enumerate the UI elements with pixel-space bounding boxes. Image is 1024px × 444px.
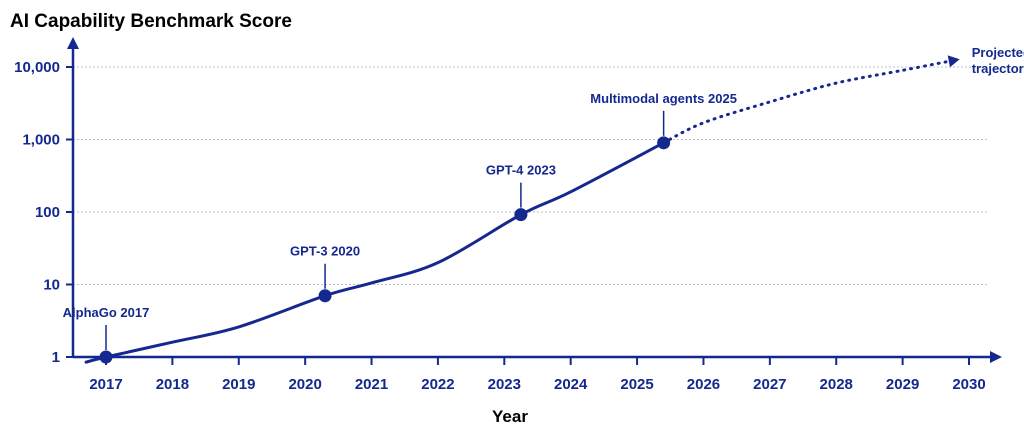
y-tick-label: 1 xyxy=(52,349,60,366)
x-tick-label: 2019 xyxy=(222,376,255,393)
y-tick-label: 100 xyxy=(35,204,60,221)
projected-trajectory-label-line: Projected xyxy=(972,45,1024,60)
annotation-label: AlphaGo 2017 xyxy=(63,305,150,320)
tick-labels: 1 10 100 1,000 10,000 2017 2018 2019 2020 2021 202… xyxy=(14,59,986,393)
x-tick-label: 2026 xyxy=(687,376,720,393)
x-tick-label: 2021 xyxy=(355,376,388,393)
x-tick-label: 2017 xyxy=(89,376,122,393)
annotations: Projectedtrajectory AlphaGo 2017 GPT-3 202… xyxy=(63,45,1024,350)
x-tick-label: 2018 xyxy=(156,376,189,393)
x-tick-label: 2022 xyxy=(421,376,454,393)
x-tick-label: 2027 xyxy=(753,376,786,393)
milestone-point xyxy=(657,136,671,150)
milestone-point xyxy=(318,289,332,303)
milestone-point xyxy=(514,208,528,222)
y-tick-label: 10 xyxy=(43,277,60,294)
data-points xyxy=(99,136,671,364)
projected-trajectory-line xyxy=(662,58,958,145)
y-tick-label: 1,000 xyxy=(22,132,60,149)
y-axis-arrow xyxy=(67,37,79,49)
x-tick-label: 2020 xyxy=(288,376,321,393)
annotation-label: GPT-3 2020 xyxy=(290,244,360,259)
x-tick-label: 2024 xyxy=(554,376,588,393)
y-tick-label: 10,000 xyxy=(14,59,60,76)
x-axis-arrow xyxy=(990,351,1002,363)
trajectory-arrowhead xyxy=(947,55,960,68)
annotation-label: Multimodal agents 2025 xyxy=(590,91,737,106)
x-tick-label: 2028 xyxy=(820,376,853,393)
projected-trajectory-label: Projectedtrajectory xyxy=(972,45,1024,76)
benchmark-line xyxy=(84,141,666,364)
projected-trajectory-label-line: trajectory xyxy=(972,61,1024,76)
x-tick-label: 2025 xyxy=(620,376,653,393)
x-axis-label: Year xyxy=(492,407,528,426)
series-lines xyxy=(84,55,960,364)
grid-lines xyxy=(73,66,988,285)
x-tick-label: 2030 xyxy=(952,376,985,393)
chart-title: AI Capability Benchmark Score xyxy=(10,11,292,32)
x-tick-label: 2023 xyxy=(488,376,521,393)
x-tick-label: 2029 xyxy=(886,376,919,393)
milestone-point xyxy=(99,350,113,364)
axes xyxy=(66,37,1002,365)
annotation-label: GPT-4 2023 xyxy=(486,163,556,178)
